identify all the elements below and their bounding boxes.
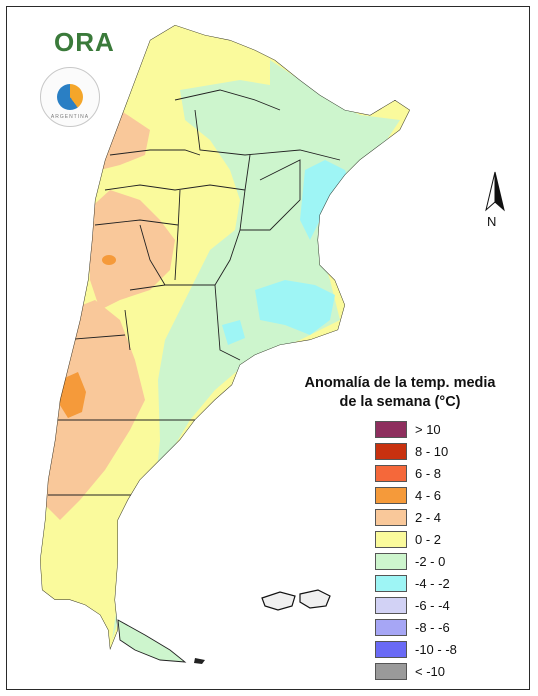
legend-label: -2 - 0 xyxy=(415,553,446,569)
legend-swatch xyxy=(375,420,407,438)
map-frame xyxy=(6,6,530,690)
legend-swatch xyxy=(375,552,407,570)
legend-item: -4 - -2 xyxy=(375,572,457,594)
legend-swatch xyxy=(375,442,407,460)
legend-label: < -10 xyxy=(415,663,445,679)
legend-swatch xyxy=(375,464,407,482)
legend-label: -10 - -8 xyxy=(415,641,457,657)
legend-item: -6 - -4 xyxy=(375,594,457,616)
legend-item: -8 - -6 xyxy=(375,616,457,638)
legend-label: -8 - -6 xyxy=(415,619,450,635)
north-arrow-icon xyxy=(485,171,505,212)
north-label: N xyxy=(487,214,497,229)
legend-label: 6 - 8 xyxy=(415,465,442,481)
legend-label: -6 - -4 xyxy=(415,597,450,613)
legend-item: -10 - -8 xyxy=(375,638,457,660)
legend-swatch xyxy=(375,662,407,680)
legend-item: 6 - 8 xyxy=(375,462,457,484)
smn-badge-logo: ARGENTINA xyxy=(40,67,100,127)
legend-swatch xyxy=(375,530,407,548)
legend-title: Anomalía de la temp. media de la semana … xyxy=(290,374,510,412)
badge-text: ARGENTINA xyxy=(50,114,90,120)
legend-item: 8 - 10 xyxy=(375,440,457,462)
legend-label: 4 - 6 xyxy=(415,487,442,503)
legend-swatch xyxy=(375,618,407,636)
legend-title-line1: Anomalía de la temp. media xyxy=(304,375,496,391)
legend: > 10 8 - 10 6 - 8 4 - 6 2 - 4 0 - 2 -2 - 0 -4 -… xyxy=(375,418,457,682)
legend-item: > 10 xyxy=(375,418,457,440)
legend-swatch xyxy=(375,508,407,526)
legend-label: -4 - -2 xyxy=(415,575,450,591)
ora-logo: ORA xyxy=(54,27,115,57)
badge-emblem-icon xyxy=(57,84,83,110)
legend-label: 2 - 4 xyxy=(415,509,442,525)
legend-swatch xyxy=(375,574,407,592)
legend-item: 0 - 2 xyxy=(375,528,457,550)
legend-item: 4 - 6 xyxy=(375,484,457,506)
legend-swatch xyxy=(375,640,407,658)
legend-swatch xyxy=(375,486,407,504)
legend-swatch xyxy=(375,596,407,614)
legend-item: -2 - 0 xyxy=(375,550,457,572)
legend-title-line2: de la semana (°C) xyxy=(339,394,461,410)
legend-label: 8 - 10 xyxy=(415,443,449,459)
legend-label: > 10 xyxy=(415,421,441,437)
legend-item: 2 - 4 xyxy=(375,506,457,528)
legend-label: 0 - 2 xyxy=(415,531,442,547)
legend-item: < -10 xyxy=(375,660,457,682)
